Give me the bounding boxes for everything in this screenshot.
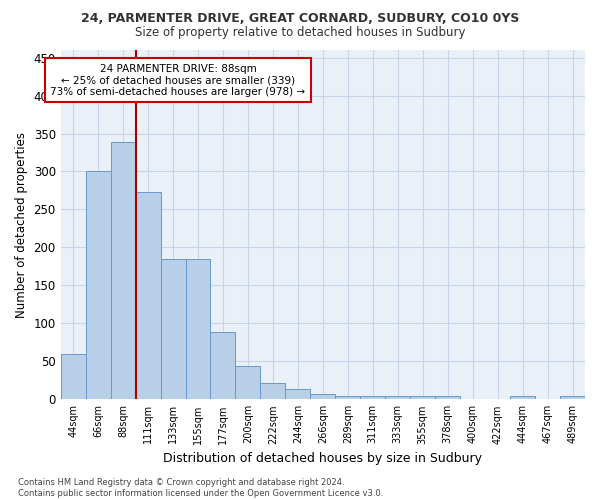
Bar bbox=[335, 396, 360, 400]
Bar bbox=[360, 396, 385, 400]
Bar bbox=[410, 396, 435, 400]
Text: 24, PARMENTER DRIVE, GREAT CORNARD, SUDBURY, CO10 0YS: 24, PARMENTER DRIVE, GREAT CORNARD, SUDB… bbox=[81, 12, 519, 26]
Bar bbox=[286, 390, 310, 400]
Bar bbox=[310, 394, 335, 400]
X-axis label: Distribution of detached houses by size in Sudbury: Distribution of detached houses by size … bbox=[163, 452, 482, 465]
Bar bbox=[136, 192, 161, 400]
Bar bbox=[211, 332, 235, 400]
Bar bbox=[110, 142, 136, 400]
Bar bbox=[235, 366, 260, 400]
Text: Contains HM Land Registry data © Crown copyright and database right 2024.
Contai: Contains HM Land Registry data © Crown c… bbox=[18, 478, 383, 498]
Bar bbox=[86, 170, 110, 400]
Bar bbox=[260, 382, 286, 400]
Text: 24 PARMENTER DRIVE: 88sqm
← 25% of detached houses are smaller (339)
73% of semi: 24 PARMENTER DRIVE: 88sqm ← 25% of detac… bbox=[50, 64, 305, 97]
Bar bbox=[435, 396, 460, 400]
Bar bbox=[161, 259, 185, 400]
Text: Size of property relative to detached houses in Sudbury: Size of property relative to detached ho… bbox=[135, 26, 465, 39]
Bar bbox=[185, 259, 211, 400]
Bar bbox=[385, 396, 410, 400]
Y-axis label: Number of detached properties: Number of detached properties bbox=[15, 132, 28, 318]
Bar bbox=[61, 354, 86, 400]
Bar bbox=[560, 396, 585, 400]
Bar bbox=[510, 396, 535, 400]
